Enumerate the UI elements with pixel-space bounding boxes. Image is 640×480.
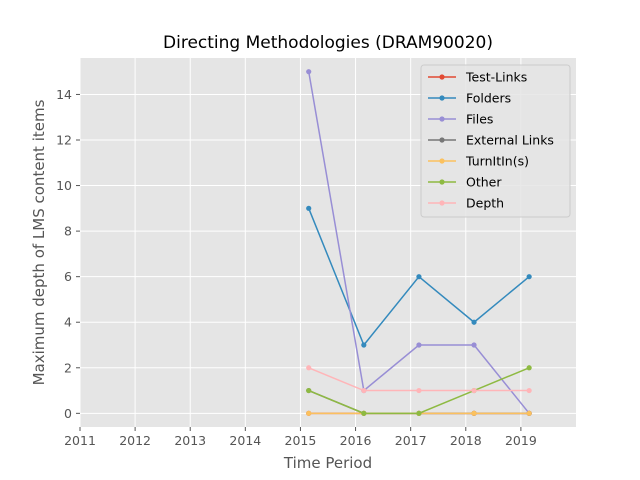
y-axis-title: Maximum depth of LMS content items <box>30 99 48 385</box>
data-point-depth <box>471 387 477 394</box>
y-tick-label: 4 <box>64 315 72 330</box>
series-layer <box>306 69 532 416</box>
data-point-other <box>526 365 532 371</box>
data-point-other <box>361 410 367 416</box>
legend-marker-folders <box>439 95 445 101</box>
data-point-depth <box>416 387 422 394</box>
data-point-other <box>306 387 312 394</box>
series-depth <box>306 365 532 394</box>
data-point-files <box>306 69 312 75</box>
y-tick-label: 14 <box>56 87 72 102</box>
x-axis-title: Time Period <box>283 454 372 472</box>
legend-label-test-links: Test-Links <box>465 70 527 85</box>
chart-title: Directing Methodologies (DRAM90020) <box>163 33 493 53</box>
legend-label-depth: Depth <box>466 196 504 211</box>
data-point-folders <box>471 319 477 325</box>
x-tick-label: 2012 <box>119 433 151 448</box>
data-point-other <box>416 410 422 416</box>
y-tick-label: 6 <box>64 269 72 284</box>
legend-marker-other <box>439 179 445 185</box>
data-point-depth <box>361 387 367 394</box>
y-tick-label: 2 <box>64 360 72 375</box>
x-tick-label: 2019 <box>505 433 537 448</box>
data-point-turnitin-s <box>471 410 477 416</box>
legend-marker-turnitin-s <box>439 158 445 164</box>
data-point-depth <box>526 387 532 394</box>
legend-marker-test-links <box>439 74 445 80</box>
x-tick-label: 2017 <box>395 433 427 448</box>
axis-ticks: 2011 2012 2013 2014 2015 2016 2017 2018 2019 0 2 4 6… <box>56 87 537 448</box>
legend-marker-depth <box>439 200 445 206</box>
x-tick-label: 2014 <box>229 433 261 448</box>
legend-marker-external-links <box>439 137 445 143</box>
x-tick-label: 2011 <box>64 433 96 448</box>
legend-label-other: Other <box>466 175 502 190</box>
legend-label-external-links: External Links <box>466 133 554 148</box>
data-point-turnitin-s <box>306 410 312 416</box>
series-folders <box>306 205 532 348</box>
data-point-depth <box>306 365 312 371</box>
legend-box <box>420 64 571 218</box>
series-other <box>306 365 532 416</box>
data-point-folders <box>306 205 312 211</box>
legend: Test-Links Folders Files External Links Turn… <box>420 64 571 218</box>
data-point-turnitin-s <box>526 410 532 416</box>
data-point-files <box>416 342 422 348</box>
legend-label-files: Files <box>466 112 493 127</box>
y-tick-label: 10 <box>56 178 72 193</box>
legend-label-folders: Folders <box>466 91 511 106</box>
x-tick-label: 2016 <box>340 433 372 448</box>
y-tick-label: 8 <box>64 224 72 239</box>
x-tick-label: 2013 <box>174 433 206 448</box>
y-tick-label: 12 <box>56 133 72 148</box>
x-tick-label: 2018 <box>450 433 482 448</box>
legend-marker-files <box>439 116 445 122</box>
data-point-files <box>471 342 477 348</box>
x-tick-label: 2015 <box>285 433 317 448</box>
y-tick-label: 0 <box>64 406 72 421</box>
data-point-folders <box>526 274 532 280</box>
data-point-folders <box>416 274 422 280</box>
data-point-folders <box>361 342 367 348</box>
legend-label-turnitin-s: TurnItIn(s) <box>465 154 529 169</box>
